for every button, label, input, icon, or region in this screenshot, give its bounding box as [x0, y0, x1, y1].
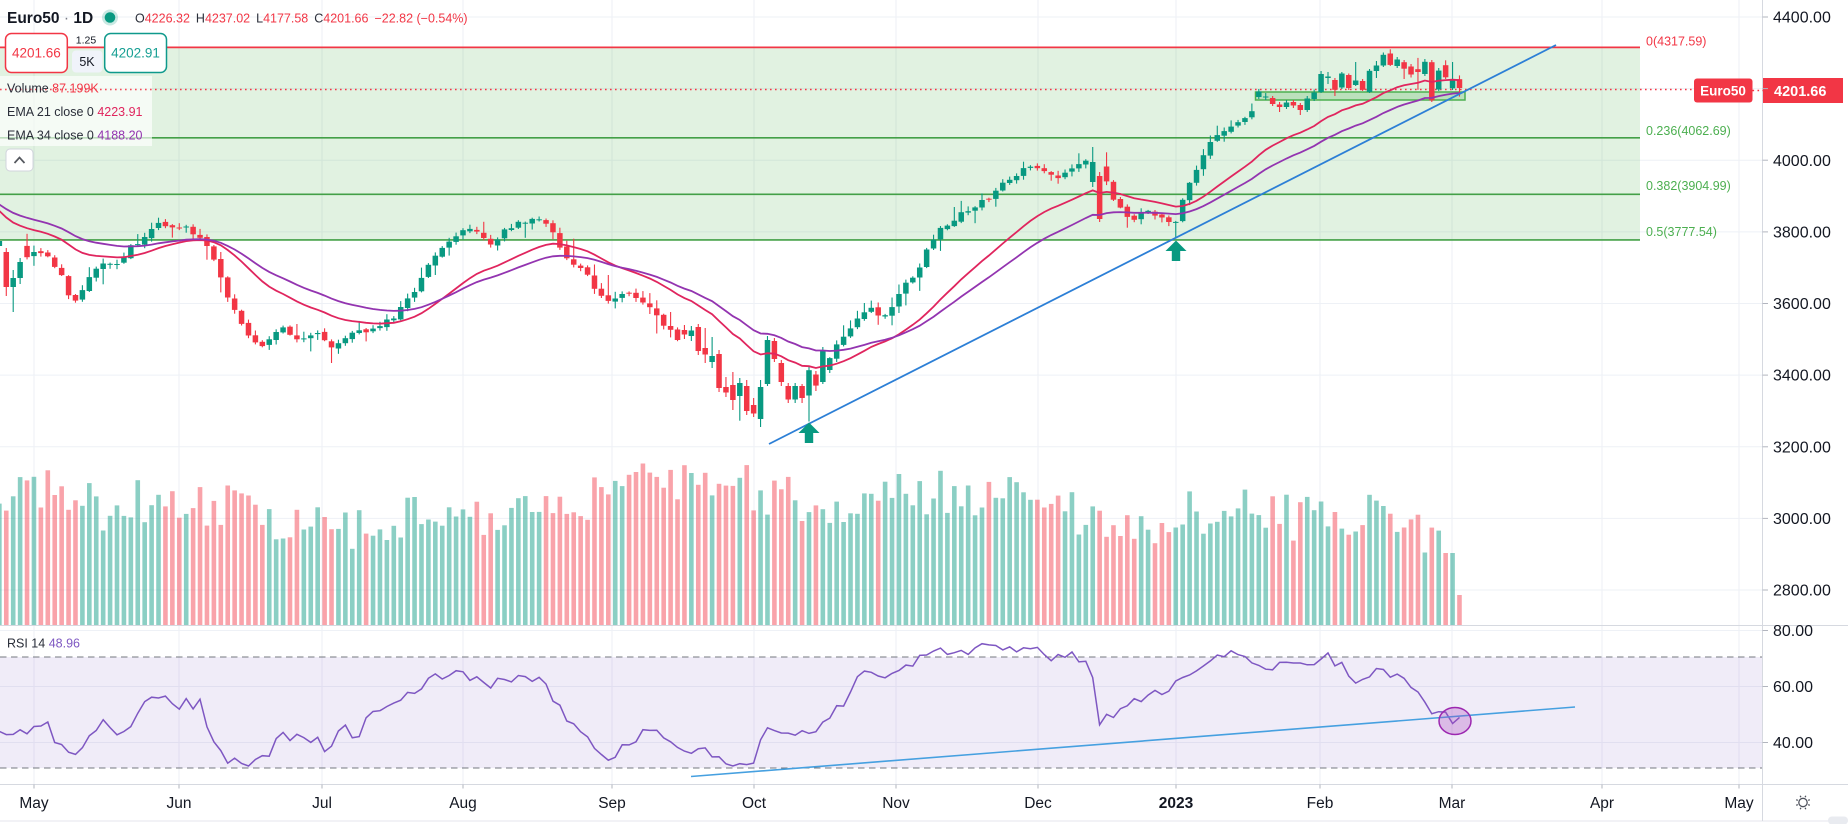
svg-text:2023: 2023 [1159, 795, 1194, 812]
svg-text:5K: 5K [79, 55, 95, 69]
svg-text:May: May [19, 795, 49, 812]
svg-text:O4226.32 H4237.02 L4177.58: O4226.32 H4237.02 L4177.58 C4201.66 −22.… [135, 12, 468, 26]
svg-text:Euro50: Euro50 [1700, 84, 1746, 99]
svg-text:Euro50 · 1D: Euro50 · 1D [7, 10, 93, 27]
svg-text:Mar: Mar [1439, 795, 1466, 812]
svg-text:Feb: Feb [1307, 795, 1334, 812]
svg-text:0(4317.59): 0(4317.59) [1646, 35, 1706, 49]
svg-text:EMA 21 close 0 4223.91: EMA 21 close 0 4223.91 [7, 105, 143, 119]
svg-text:4202.91: 4202.91 [111, 46, 160, 61]
svg-text:EMA 34 close 0 4188.20: EMA 34 close 0 4188.20 [7, 129, 143, 143]
svg-text:Nov: Nov [882, 795, 910, 812]
svg-text:Aug: Aug [449, 795, 477, 812]
svg-text:Jun: Jun [167, 795, 192, 812]
svg-text:Oct: Oct [742, 795, 767, 812]
svg-text:4000.00: 4000.00 [1773, 153, 1831, 170]
svg-text:Dec: Dec [1024, 795, 1052, 812]
svg-text:40.00: 40.00 [1773, 735, 1813, 752]
svg-text:3600.00: 3600.00 [1773, 296, 1831, 313]
svg-text:Apr: Apr [1590, 795, 1614, 812]
svg-text:3800.00: 3800.00 [1773, 224, 1831, 241]
svg-text:60.00: 60.00 [1773, 679, 1813, 696]
svg-text:4400.00: 4400.00 [1773, 10, 1831, 27]
svg-text:Sep: Sep [598, 795, 626, 812]
svg-text:May: May [1724, 795, 1754, 812]
svg-text:80.00: 80.00 [1773, 623, 1813, 640]
svg-text:2800.00: 2800.00 [1773, 583, 1831, 600]
svg-text:0.382(3904.99): 0.382(3904.99) [1646, 179, 1731, 193]
svg-text:Volume 87.199K: Volume 87.199K [7, 82, 99, 96]
svg-text:0.236(4062.69): 0.236(4062.69) [1646, 124, 1731, 138]
svg-text:3000.00: 3000.00 [1773, 511, 1831, 528]
svg-text:4201.66: 4201.66 [12, 46, 61, 61]
svg-text:RSI 14 48.96: RSI 14 48.96 [7, 637, 80, 651]
svg-text:3200.00: 3200.00 [1773, 439, 1831, 456]
svg-text:4201.66: 4201.66 [1774, 84, 1826, 100]
svg-text:1.25: 1.25 [76, 35, 97, 47]
svg-text:Jul: Jul [312, 795, 332, 812]
svg-text:0.5(3777.54): 0.5(3777.54) [1646, 225, 1717, 239]
svg-text:3400.00: 3400.00 [1773, 368, 1831, 385]
